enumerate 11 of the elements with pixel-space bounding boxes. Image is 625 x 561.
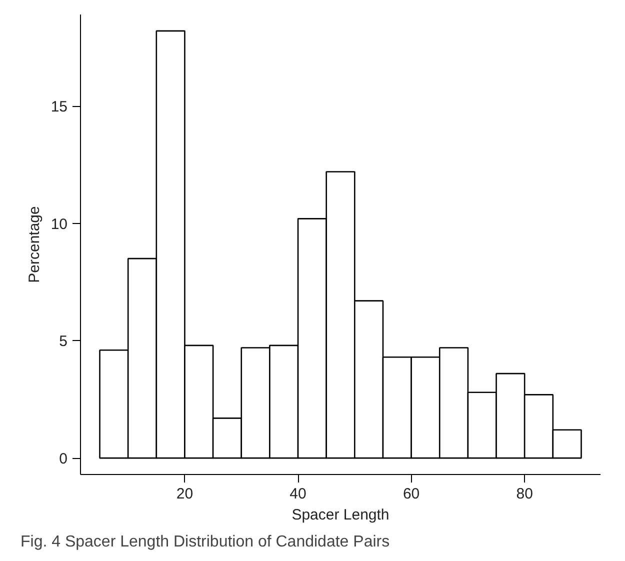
caption: Fig. 4 Spacer Length Distribution of Candidate Pairs xyxy=(20,534,390,550)
y-tick-label: 0 xyxy=(59,450,68,468)
y-tick-label: 10 xyxy=(50,216,68,233)
y-axis-title: Percentage xyxy=(26,206,43,283)
y-tick-label: 5 xyxy=(59,333,68,350)
x-tick-label: 40 xyxy=(290,486,306,502)
x-tick-label: 60 xyxy=(402,486,420,502)
x-axis-title: Spacer Length xyxy=(292,506,390,524)
x-tick-label: 20 xyxy=(176,486,194,502)
x-tick-label: 80 xyxy=(516,486,533,502)
y-tick-label: 15 xyxy=(50,98,68,116)
